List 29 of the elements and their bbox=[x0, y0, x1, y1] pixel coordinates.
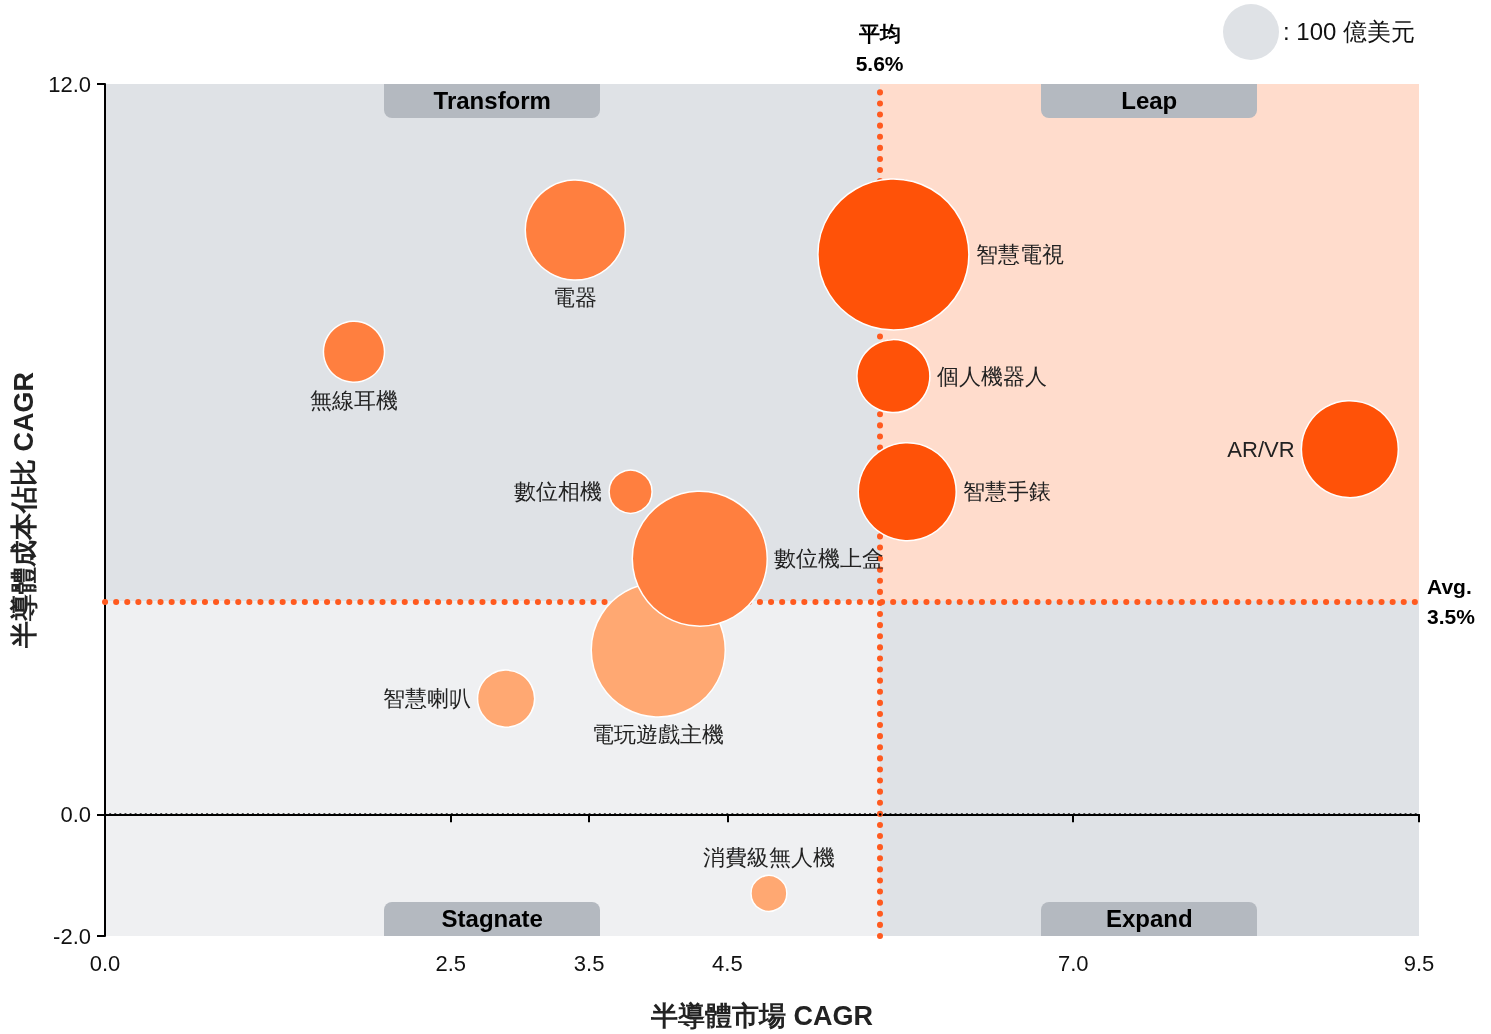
x-tick-label: 3.5 bbox=[573, 950, 605, 976]
quadrant-tab: Transform bbox=[384, 84, 601, 118]
ref-line-label: 平均 5.6% bbox=[855, 21, 904, 75]
x-tick-label: 4.5 bbox=[712, 950, 743, 976]
series-label: 電器 bbox=[553, 285, 598, 311]
series-label: 消費級無人機 bbox=[702, 845, 835, 871]
series-label: 數位相機 bbox=[514, 479, 603, 505]
x-tick-label: 0.0 bbox=[89, 950, 121, 976]
y-tick-label: 12.0 bbox=[48, 71, 91, 97]
legend-label: : 100 億美元 bbox=[1282, 17, 1415, 47]
x-axis-title: 半導體市場 CAGR bbox=[650, 1000, 873, 1031]
y-tick-label: -2.0 bbox=[53, 923, 91, 949]
ref-line-label: Avg. 3.5% bbox=[1427, 574, 1476, 628]
y-tick-label: 0.0 bbox=[60, 801, 91, 827]
quadrant-tab: Leap bbox=[1041, 84, 1258, 118]
x-tick-label: 2.5 bbox=[435, 950, 467, 976]
series-label: 智慧喇叭 bbox=[382, 686, 471, 712]
x-tick-label: 9.5 bbox=[1403, 950, 1435, 976]
series-label: 無線耳機 bbox=[309, 387, 398, 413]
series-label: 電玩遊戲主機 bbox=[592, 722, 725, 748]
series-label: 智慧電視 bbox=[975, 241, 1064, 267]
quadrant-tab: Expand bbox=[1041, 902, 1258, 936]
y-axis-title: 半導體成本佔比 CAGR bbox=[8, 372, 39, 649]
x-tick-label: 7.0 bbox=[1057, 950, 1089, 976]
quadrant-tab: Stagnate bbox=[384, 902, 601, 936]
series-label: 數位機上盒 bbox=[774, 546, 884, 572]
series-label: 個人機器人 bbox=[936, 363, 1047, 389]
series-label: AR/VR bbox=[1227, 436, 1295, 462]
series-label: 智慧手錶 bbox=[962, 479, 1051, 505]
